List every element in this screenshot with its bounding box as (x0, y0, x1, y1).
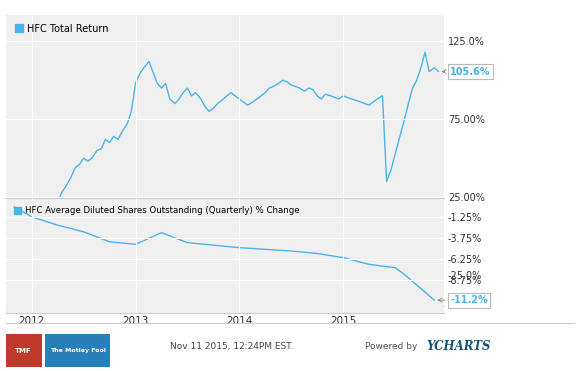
Text: 105.6%: 105.6% (442, 66, 491, 76)
Text: TMF: TMF (15, 348, 32, 354)
FancyBboxPatch shape (45, 334, 110, 367)
Text: The Motley Fool: The Motley Fool (50, 348, 106, 353)
Legend: HFC Total Return: HFC Total Return (10, 20, 113, 37)
Text: Powered by: Powered by (365, 342, 418, 351)
Text: -11.2%: -11.2% (438, 295, 488, 305)
Text: Nov 11 2015, 12:24PM EST.: Nov 11 2015, 12:24PM EST. (171, 342, 293, 351)
FancyBboxPatch shape (6, 334, 42, 367)
Legend: HFC Average Diluted Shares Outstanding (Quarterly) % Change: HFC Average Diluted Shares Outstanding (… (10, 203, 303, 219)
Text: YCHARTS: YCHARTS (426, 340, 491, 354)
